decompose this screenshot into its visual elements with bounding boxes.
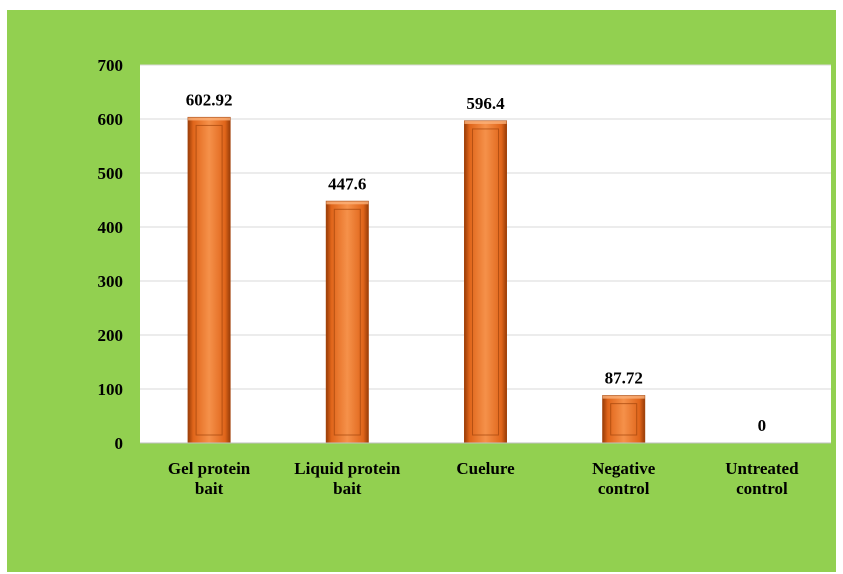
x-category-label: Untreated control bbox=[725, 459, 799, 498]
y-tick-label: 0 bbox=[115, 434, 124, 453]
data-label: 447.6 bbox=[328, 174, 366, 193]
data-label: 602.92 bbox=[186, 90, 233, 109]
bar bbox=[464, 120, 507, 444]
bar-body bbox=[187, 116, 231, 444]
data-label: 87.72 bbox=[605, 369, 643, 388]
x-axis-categories: Gel protein bait Liquid protein bait Cuelure… bbox=[168, 459, 799, 498]
bar-bevel bbox=[195, 124, 223, 436]
bar-chart: 0 100 200 300 400 500 600 700 602.92 447.6 596.4 8… bbox=[98, 56, 831, 498]
bar-bevel bbox=[472, 128, 499, 436]
y-tick-label: 500 bbox=[98, 164, 124, 183]
y-tick-label: 400 bbox=[98, 218, 124, 237]
y-axis-ticks: 0 100 200 300 400 500 600 700 bbox=[98, 56, 124, 453]
bar-top-highlight bbox=[188, 117, 231, 121]
bar-bevel bbox=[333, 208, 361, 436]
bar bbox=[325, 200, 369, 444]
x-category-label: Liquid protein bait bbox=[294, 459, 401, 498]
data-label: 0 bbox=[758, 416, 767, 435]
y-tick-label: 700 bbox=[98, 56, 124, 75]
bar-body bbox=[325, 200, 369, 444]
bar-top-highlight bbox=[326, 201, 369, 205]
bar-top-highlight bbox=[602, 395, 645, 399]
bars bbox=[187, 116, 646, 444]
x-category-label: Negative control bbox=[592, 459, 656, 498]
y-tick-label: 100 bbox=[98, 380, 124, 399]
bar-bevel bbox=[610, 403, 638, 436]
bar bbox=[602, 395, 646, 444]
bar bbox=[187, 116, 231, 444]
y-tick-label: 200 bbox=[98, 326, 124, 345]
data-label: 596.4 bbox=[466, 94, 505, 113]
x-category-label: Gel protein bait bbox=[168, 459, 251, 498]
y-tick-label: 600 bbox=[98, 110, 124, 129]
bar-body bbox=[602, 395, 646, 444]
x-category-label: Cuelure bbox=[456, 459, 515, 478]
chart-background: 0 100 200 300 400 500 600 700 602.92 447.6 596.4 8… bbox=[7, 10, 836, 572]
y-tick-label: 300 bbox=[98, 272, 124, 291]
bar-body bbox=[464, 120, 507, 444]
bar-top-highlight bbox=[464, 120, 507, 124]
data-labels: 602.92 447.6 596.4 87.72 0 bbox=[186, 90, 766, 435]
